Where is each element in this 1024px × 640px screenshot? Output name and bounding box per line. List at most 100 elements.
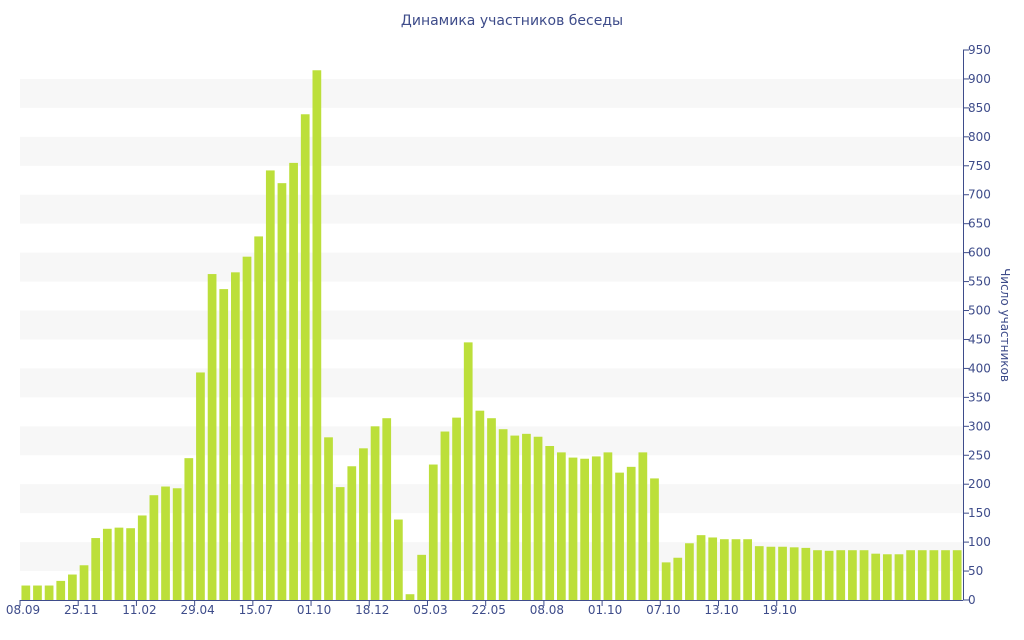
bar xyxy=(929,550,939,600)
y-tick-label: 550 xyxy=(968,275,991,289)
x-tick-label: 25.11 xyxy=(64,603,98,617)
bar xyxy=(487,418,496,600)
bar xyxy=(254,236,264,601)
x-tick-label: 07.10 xyxy=(646,603,680,617)
bar xyxy=(731,539,741,600)
y-tick-label: 500 xyxy=(968,304,991,318)
bar xyxy=(359,448,368,600)
y-tick-label: 400 xyxy=(968,361,991,375)
bar xyxy=(778,546,787,600)
y-tick-label: 600 xyxy=(968,246,991,260)
y-tick-label: 350 xyxy=(968,390,991,404)
bar xyxy=(33,585,42,600)
bar xyxy=(324,437,333,600)
bar xyxy=(335,487,345,600)
bar xyxy=(405,594,415,600)
bar xyxy=(428,464,438,600)
bar xyxy=(289,162,298,600)
bars xyxy=(21,70,962,601)
y-tick-label: 50 xyxy=(968,564,983,578)
bar xyxy=(498,429,508,600)
y-axis-label: Число участников xyxy=(998,268,1012,382)
bar xyxy=(91,538,101,600)
bar xyxy=(102,528,112,600)
bar xyxy=(591,456,601,600)
bar xyxy=(917,550,927,600)
bar xyxy=(941,550,950,600)
bar xyxy=(568,457,578,600)
bar xyxy=(580,458,589,600)
bar xyxy=(219,289,229,600)
x-tick-label: 08.09 xyxy=(6,603,40,617)
bar xyxy=(882,554,892,600)
bar xyxy=(196,372,205,600)
y-tick-label: 800 xyxy=(968,130,991,144)
bar xyxy=(242,256,252,600)
bar xyxy=(452,417,461,600)
bar xyxy=(696,535,706,600)
bar xyxy=(533,436,543,600)
bar xyxy=(824,550,834,600)
y-tick-label: 150 xyxy=(968,506,991,520)
bar xyxy=(813,550,822,600)
bar xyxy=(149,495,159,600)
axes: 0 50 100 150 200 250 300 350 400 450 500 550 600 650 7… xyxy=(6,43,991,617)
bar xyxy=(848,550,857,600)
bar xyxy=(685,543,694,600)
bar xyxy=(347,466,357,600)
x-tick-label: 22.05 xyxy=(471,603,505,617)
bar xyxy=(719,539,729,600)
bar xyxy=(801,547,811,600)
x-tick-label: 01.10 xyxy=(588,603,622,617)
bar xyxy=(44,585,54,600)
bar xyxy=(661,562,671,600)
bar xyxy=(743,539,752,600)
bar xyxy=(79,565,89,600)
y-tick-label: 650 xyxy=(968,217,991,231)
grid-band xyxy=(20,136,963,166)
bar xyxy=(300,114,310,600)
bar xyxy=(626,466,636,600)
grid-band xyxy=(20,78,963,108)
bar xyxy=(56,580,66,600)
y-tick-label: 750 xyxy=(968,159,991,173)
chart-title: Динамика участников беседы xyxy=(400,13,624,29)
bar xyxy=(161,486,170,600)
y-tick-label: 100 xyxy=(968,535,991,549)
y-tick-label: 450 xyxy=(968,332,991,346)
bar xyxy=(231,272,240,600)
bar xyxy=(312,70,322,600)
x-tick-label: 01.10 xyxy=(297,603,331,617)
y-tick-label: 700 xyxy=(968,188,991,202)
bar xyxy=(126,528,135,600)
y-tick-label: 900 xyxy=(968,72,991,86)
bar xyxy=(277,183,287,600)
grid-band xyxy=(20,368,963,398)
y-tick-label: 200 xyxy=(968,477,991,491)
y-tick-label: 950 xyxy=(968,43,991,57)
x-tick-label: 15.07 xyxy=(239,603,273,617)
bar xyxy=(510,435,520,600)
bar xyxy=(184,458,194,600)
y-tick-label: 300 xyxy=(968,419,991,433)
bar xyxy=(522,433,531,600)
bar xyxy=(114,527,124,600)
x-tick-label: 13.10 xyxy=(704,603,738,617)
bar xyxy=(394,519,403,600)
bar xyxy=(766,546,776,600)
bar xyxy=(475,410,485,600)
bar xyxy=(207,274,217,600)
bar xyxy=(615,472,624,600)
x-tick-label: 05.03 xyxy=(413,603,447,617)
bar xyxy=(556,452,566,600)
bar xyxy=(638,452,648,600)
bar xyxy=(545,446,555,600)
bar xyxy=(463,342,473,600)
bar xyxy=(417,554,427,600)
bar xyxy=(871,553,881,600)
x-tick-label: 08.08 xyxy=(530,603,564,617)
grid-band xyxy=(20,194,963,224)
grid-band xyxy=(20,252,963,282)
